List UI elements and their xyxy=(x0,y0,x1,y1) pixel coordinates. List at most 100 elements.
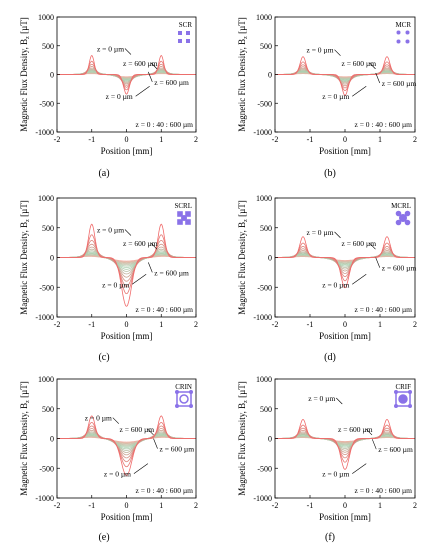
series-line xyxy=(275,256,415,261)
annotation-label: z = 0 µm xyxy=(322,470,349,479)
series-line xyxy=(275,70,415,82)
annotation-arrow xyxy=(124,48,132,55)
x-tick-label: -1 xyxy=(88,501,95,510)
annotation-arrow xyxy=(148,71,153,82)
icon-pad xyxy=(395,210,402,217)
icon-dot xyxy=(175,404,179,408)
sweep-label: z = 0 : 40 : 600 µm xyxy=(135,486,193,495)
x-tick-label: 0 xyxy=(125,135,129,144)
sweep-label: z = 0 : 40 : 600 µm xyxy=(354,120,412,129)
annotation-arrow xyxy=(124,229,132,236)
icon-dot xyxy=(394,390,398,394)
annotation-arrow xyxy=(112,417,120,424)
y-tick-label: -1000 xyxy=(253,313,272,322)
icon-dot xyxy=(189,390,193,394)
series-line xyxy=(275,252,415,268)
panel-title: MCR xyxy=(395,21,411,29)
x-tick-label: -1 xyxy=(307,501,314,510)
annotation-label: z = 0 µm xyxy=(102,280,129,289)
y-tick-label: 500 xyxy=(260,224,272,233)
series-line xyxy=(57,54,196,95)
x-tick-label: 1 xyxy=(159,501,163,510)
chart-panel: -2 -1 0 1 2 -1000 -500 0 500 1000 Position [mm] Mag… xyxy=(237,13,417,156)
series-line xyxy=(275,236,415,289)
x-tick-label: 0 xyxy=(125,320,129,329)
x-axis-label: Position [mm] xyxy=(101,146,153,156)
annotation-arrow xyxy=(352,274,367,285)
y-tick-label: 0 xyxy=(50,435,54,444)
icon-center xyxy=(399,214,407,222)
icon-pad xyxy=(404,219,411,226)
annotation-label: z = 0 µm xyxy=(97,45,124,54)
plot-frame xyxy=(274,378,416,499)
y-tick-label: -500 xyxy=(39,283,54,292)
icon-pad xyxy=(404,210,411,217)
x-tick-label: 1 xyxy=(159,320,163,329)
annotation-arrow xyxy=(334,231,341,239)
annotation-label: z = 600 µm xyxy=(378,445,413,454)
panel-caption: (f) xyxy=(325,532,335,543)
x-axis-label: Position [mm] xyxy=(101,331,153,341)
panel-title: MCRL xyxy=(391,202,411,210)
chart-panel: -2 -1 0 1 2 -1000 -500 0 500 1000 Position [mm] Mag… xyxy=(237,375,417,522)
annotation-label: z = 0 µm xyxy=(97,226,124,235)
icon-pad xyxy=(185,211,191,217)
annotation-arrow xyxy=(150,62,158,70)
series-line xyxy=(57,252,196,268)
x-tick-label: -2 xyxy=(54,501,61,510)
x-tick-label: 0 xyxy=(343,320,347,329)
x-tick-label: -2 xyxy=(272,320,279,329)
annotation-arrow xyxy=(369,242,376,250)
annotation-label: z = 600 µm xyxy=(382,79,417,88)
y-tick-label: 500 xyxy=(260,405,272,414)
icon-pad xyxy=(177,219,183,225)
y-tick-label: -1000 xyxy=(35,313,54,322)
y-tick-label: 0 xyxy=(268,435,272,444)
icon-dot xyxy=(408,404,412,408)
icon-pad xyxy=(186,39,190,43)
y-tick-label: 1000 xyxy=(256,13,272,22)
x-tick-label: 1 xyxy=(378,320,382,329)
icon-pad xyxy=(396,30,401,35)
icon-frame xyxy=(176,391,192,407)
annotation-label: z = 0 µm xyxy=(308,394,335,403)
icon-center xyxy=(181,215,187,221)
icon-pad xyxy=(177,211,183,217)
y-tick-label: -500 xyxy=(257,283,272,292)
icon-pad xyxy=(178,39,182,43)
x-tick-label: 2 xyxy=(194,320,198,329)
y-tick-label: 1000 xyxy=(38,375,54,384)
annotation-label: z = 0 µm xyxy=(322,92,349,101)
panel-caption: (b) xyxy=(324,168,336,179)
annotation-arrow xyxy=(375,72,381,84)
annotation-arrow xyxy=(153,438,158,449)
y-axis-label: Magnetic Flux Density, Bz [µT] xyxy=(19,17,31,132)
annotation-label: z = 600 µm xyxy=(154,268,189,277)
icon-pad xyxy=(396,39,401,44)
y-tick-label: 500 xyxy=(42,42,54,51)
annotation-label: z = 0 µm xyxy=(104,470,131,479)
annotation-arrow xyxy=(135,85,150,97)
series-line xyxy=(57,415,196,476)
annotation-arrow xyxy=(352,85,367,97)
icon-dot xyxy=(408,390,412,394)
panel-title: SCRL xyxy=(174,202,192,210)
square-pads-large-icon xyxy=(177,211,191,225)
chart-panel: -2 -1 0 1 2 -1000 -500 0 500 1000 Position [mm] Mag… xyxy=(19,194,198,341)
chart-panel: -2 -1 0 1 2 -1000 -500 0 500 1000 Position [mm] Mag… xyxy=(19,13,198,156)
y-tick-label: 1000 xyxy=(38,194,54,203)
annotation-label: z = 600 µm xyxy=(342,59,377,68)
annotation-arrow xyxy=(150,242,158,250)
panel-title: CRIF xyxy=(395,383,411,391)
y-tick-label: 1000 xyxy=(256,375,272,384)
x-tick-label: -1 xyxy=(88,135,95,144)
annotation-label: z = 600 µm xyxy=(154,78,189,87)
x-tick-label: 2 xyxy=(194,501,198,510)
y-axis-label: Magnetic Flux Density, Bz [µT] xyxy=(19,200,31,315)
square-pads-icon xyxy=(178,31,190,43)
circle-pads-large-icon xyxy=(395,210,411,226)
x-tick-label: 2 xyxy=(413,320,417,329)
annotation-arrow xyxy=(334,49,341,56)
series-line xyxy=(275,437,415,442)
